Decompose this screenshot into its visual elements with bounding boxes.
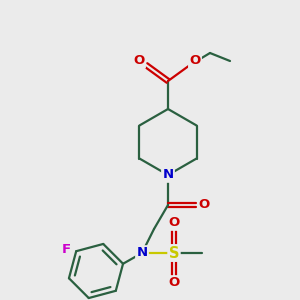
Text: O: O (134, 55, 145, 68)
Text: N: N (136, 247, 148, 260)
Text: N: N (162, 169, 174, 182)
Text: O: O (168, 277, 180, 290)
Text: O: O (189, 55, 201, 68)
Text: O: O (198, 199, 210, 212)
Text: F: F (61, 243, 71, 256)
Text: S: S (169, 245, 179, 260)
Text: O: O (168, 217, 180, 230)
